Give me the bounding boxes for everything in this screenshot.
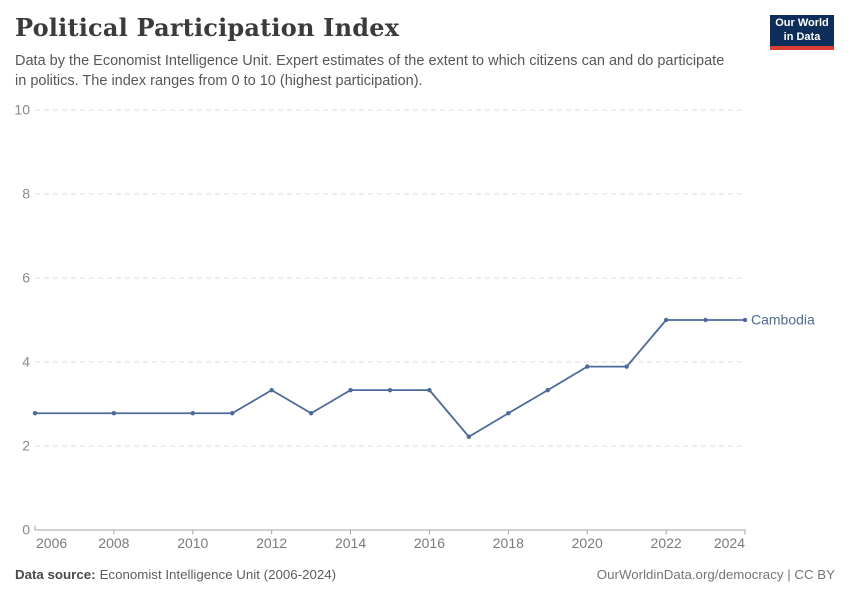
- chart-title: Political Participation Index: [15, 13, 400, 42]
- data-source-value: Economist Intelligence Unit (2006-2024): [99, 567, 337, 582]
- owid-logo-box: Our World in Data: [770, 15, 834, 46]
- x-tick-label: 2022: [651, 535, 682, 551]
- credit-separator: |: [783, 567, 795, 582]
- line-chart: 0 2 4 6 8 10 2006 2008 2010 2012 2014 2016 2018 2020 2…: [14, 102, 815, 552]
- chart-subtitle-line: in politics. The index ranges from 0 to …: [15, 73, 423, 89]
- data-point: [742, 317, 748, 323]
- x-tick-label: 2018: [493, 535, 524, 551]
- y-tick-label: 4: [22, 354, 30, 370]
- x-tick-label: 2020: [572, 535, 603, 551]
- data-point: [348, 387, 353, 393]
- chart-subtitle: Data by the Economist Intelligence Unit.…: [15, 51, 760, 91]
- x-tick-label: 2014: [335, 535, 366, 551]
- owid-logo-text: Our World: [775, 17, 829, 30]
- y-tick-label: 2: [22, 438, 30, 454]
- x-tick-label: 2008: [98, 535, 129, 551]
- x-tick-label: 2010: [177, 535, 208, 551]
- data-point: [466, 434, 472, 439]
- y-tick-label: 0: [22, 522, 30, 538]
- y-tick-label: 10: [14, 102, 30, 118]
- data-point: [230, 411, 235, 416]
- owid-logo[interactable]: Our World in Data: [770, 15, 834, 50]
- chart-subtitle-line: Data by the Economist Intelligence Unit.…: [15, 53, 725, 69]
- x-tick-label: 2012: [256, 535, 287, 551]
- data-point: [624, 364, 629, 369]
- credit-line: OurWorldinData.org/democracy | CC BY: [597, 567, 835, 582]
- data-point: [308, 411, 314, 416]
- owid-url-link[interactable]: OurWorldinData.org/democracy: [596, 567, 784, 582]
- trend-line: [34, 319, 746, 438]
- owid-logo-text: in Data: [783, 30, 821, 43]
- series-entity-label: Cambodia: [751, 312, 815, 328]
- data-point: [190, 411, 195, 416]
- data-point: [585, 364, 590, 369]
- data-point: [663, 317, 669, 323]
- data-point: [427, 387, 432, 393]
- data-point: [111, 411, 117, 416]
- x-tick-label: 2016: [414, 535, 445, 551]
- data-point: [545, 387, 550, 393]
- data-point: [387, 387, 393, 393]
- x-tick-label: 2024: [714, 535, 745, 551]
- x-axis-line: [34, 525, 746, 535]
- data-point: [703, 317, 708, 323]
- data-point: [506, 411, 511, 416]
- owid-logo-stripe: [770, 46, 834, 50]
- data-point: [269, 387, 274, 393]
- y-tick-label: 6: [22, 270, 30, 286]
- chart-footer: Data source: Economist Intelligence Unit …: [15, 567, 835, 582]
- y-tick-label: 8: [22, 186, 30, 202]
- x-tick-label: 2006: [36, 535, 67, 551]
- data-point: [32, 411, 38, 416]
- data-source-label: Data source:: [15, 567, 96, 582]
- license-label: CC BY: [794, 567, 835, 582]
- data-source: Data source: Economist Intelligence Unit …: [15, 567, 336, 582]
